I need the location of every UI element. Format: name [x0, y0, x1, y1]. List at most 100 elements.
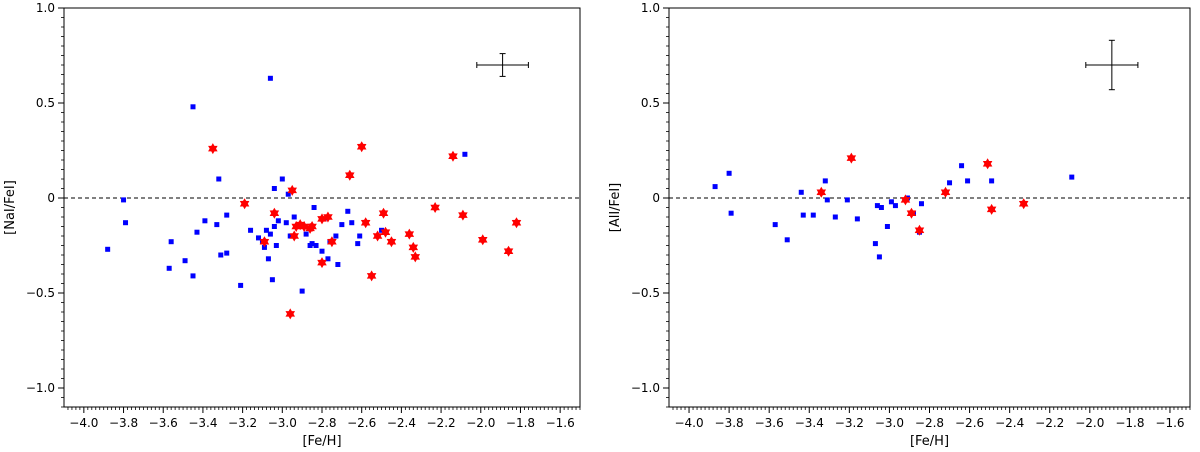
data-point-star — [289, 230, 299, 242]
data-point-square — [273, 243, 279, 248]
data-point-square — [800, 212, 806, 218]
x-tick-label: −1.6 — [546, 416, 575, 430]
data-point-star — [317, 257, 327, 269]
data-point-star — [366, 270, 377, 282]
data-point-square — [309, 241, 315, 247]
x-axis-label: [Fe/H] — [910, 434, 949, 449]
x-tick-label: −2.0 — [466, 416, 495, 430]
x-tick-label: −1.8 — [506, 416, 535, 430]
data-point-square — [166, 265, 172, 271]
data-point-square — [726, 170, 732, 176]
data-point-square — [357, 233, 363, 239]
data-point-square — [355, 241, 361, 247]
x-tick-label: −3.8 — [109, 416, 138, 430]
data-point-square — [339, 222, 345, 228]
data-point-square — [810, 212, 816, 218]
data-point-square — [271, 224, 277, 229]
x-tick-label: −2.8 — [915, 416, 944, 430]
x-tick-label: −3.4 — [188, 416, 217, 430]
data-point-star — [307, 221, 317, 232]
data-point-square — [311, 205, 317, 210]
data-point-square — [798, 189, 804, 195]
data-point-square — [822, 178, 828, 184]
x-tick-label: −2.4 — [387, 416, 416, 430]
x-tick-label: −2.8 — [307, 416, 336, 430]
data-point-star — [380, 226, 391, 238]
x-tick-label: −3.2 — [228, 416, 257, 430]
y-tick-label: −1.0 — [631, 381, 660, 395]
data-point-star — [940, 186, 951, 198]
data-point-square — [269, 277, 275, 283]
x-tick-label: −2.2 — [1035, 416, 1064, 430]
series-star — [208, 141, 522, 320]
data-point-star — [327, 236, 337, 248]
data-point-square — [287, 233, 293, 239]
data-point-square — [265, 256, 271, 262]
error-bar — [476, 53, 529, 77]
data-point-square — [182, 258, 188, 264]
data-point-star — [287, 184, 297, 196]
data-point-star — [404, 228, 415, 240]
data-point-square — [989, 178, 995, 184]
y-tick-label: 0 — [652, 191, 660, 205]
chart-panel-al: −4.0 −3.8 −3.6 −3.4 −3.2 −3.0 −2.8 −2.6 −2.4 −2.2… — [608, 1, 1191, 449]
x-axis-label: [Fe/H] — [302, 434, 341, 449]
data-point-square — [345, 208, 351, 214]
data-point-square — [267, 231, 273, 237]
data-point-square — [888, 199, 894, 205]
x-tick-label: −4.0 — [69, 416, 98, 430]
y-tick-label: −0.5 — [631, 286, 660, 300]
data-point-square — [772, 222, 778, 228]
y-tick-label: 0.5 — [36, 96, 55, 110]
data-point-star — [386, 236, 397, 248]
data-point-square — [263, 227, 269, 233]
data-point-square — [121, 197, 127, 203]
data-point-square — [261, 244, 267, 250]
series-square — [105, 75, 468, 294]
data-point-square — [844, 197, 850, 203]
data-point-square — [238, 282, 244, 288]
data-point-square — [325, 256, 331, 262]
data-point-star — [511, 217, 522, 229]
data-point-star — [900, 194, 911, 206]
data-point-square — [285, 191, 291, 197]
data-point-square — [275, 218, 281, 224]
data-point-square — [255, 235, 261, 241]
data-point-square — [271, 186, 277, 191]
data-point-star — [906, 207, 917, 219]
data-point-square — [291, 214, 297, 220]
data-point-star — [982, 158, 993, 170]
data-point-square — [335, 262, 341, 267]
data-point-star — [345, 169, 355, 181]
y-tick-label: 1.0 — [641, 1, 660, 15]
y-axis-label: [AlI/FeI] — [608, 183, 623, 232]
data-point-square — [168, 239, 174, 245]
data-point-star — [239, 198, 250, 210]
data-point-square — [349, 220, 355, 226]
data-point-square — [884, 224, 890, 229]
data-point-square — [872, 241, 878, 247]
data-point-square — [303, 231, 309, 237]
series-star — [816, 152, 1029, 236]
data-point-star — [477, 234, 488, 246]
data-point-square — [319, 248, 325, 254]
x-tick-label: −3.8 — [715, 416, 744, 430]
data-point-star — [846, 152, 857, 164]
data-point-star — [410, 251, 421, 263]
data-point-star — [372, 230, 383, 242]
data-point-square — [947, 180, 953, 186]
data-point-star — [285, 308, 296, 320]
data-point-square — [918, 201, 924, 207]
data-point-square — [194, 229, 200, 235]
data-point-square — [832, 214, 838, 220]
data-point-star — [914, 224, 925, 236]
x-tick-label: −2.2 — [427, 416, 456, 430]
y-tick-label: 1.0 — [36, 1, 55, 15]
x-tick-label: −2.4 — [995, 416, 1024, 430]
data-point-star — [259, 236, 270, 248]
data-point-star — [448, 150, 458, 162]
data-point-square — [218, 252, 224, 258]
data-point-star — [378, 207, 389, 219]
data-point-star — [408, 241, 419, 253]
data-point-star — [356, 141, 367, 153]
